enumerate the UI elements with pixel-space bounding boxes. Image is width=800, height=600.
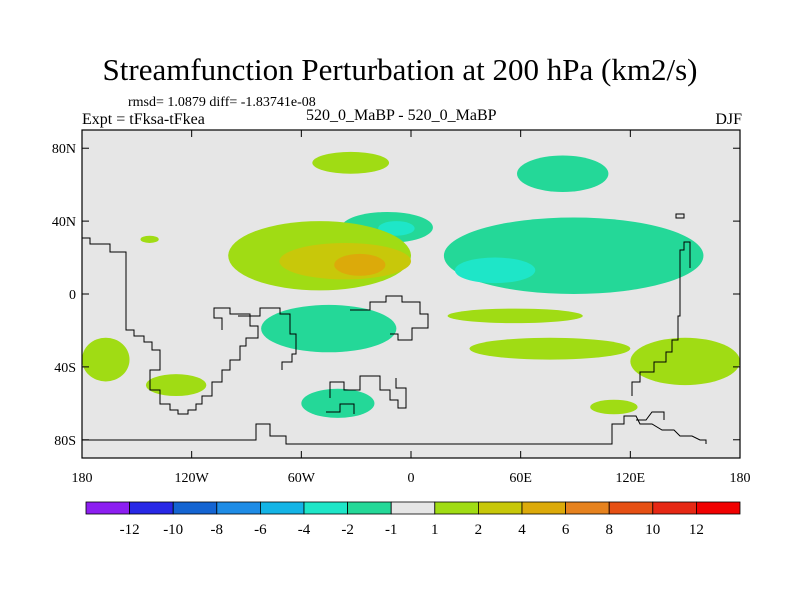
- contour-region: [447, 308, 583, 324]
- contour-region: [454, 257, 536, 284]
- colorbar-swatch: [565, 501, 610, 515]
- colorbar-swatch: [608, 501, 654, 515]
- colorbar-label: 1: [431, 522, 439, 538]
- y-tick-label: 40N: [52, 215, 76, 230]
- colorbar-swatch: [521, 501, 566, 515]
- contour-region: [630, 337, 740, 386]
- coastline-south-asia: [329, 375, 407, 409]
- colorbar-label: 6: [562, 522, 570, 538]
- coastline-outline: [82, 213, 707, 445]
- contour-region: [140, 235, 159, 243]
- x-tick-label: 120E: [616, 471, 646, 486]
- coastline-island: [675, 213, 685, 219]
- colorbar-swatch: [434, 501, 479, 515]
- coastline-antarctica: [82, 415, 707, 445]
- coastline-oceania: [636, 411, 665, 421]
- y-axis: 80N 40N 0 40S 80S: [52, 142, 740, 449]
- coastline-asia-east: [631, 241, 691, 396]
- contour-region: [334, 253, 386, 276]
- colorbar-swatch: [303, 501, 348, 515]
- contour-region: [443, 217, 704, 294]
- coastline-maritime: [326, 403, 355, 414]
- contour-regions: [82, 151, 740, 418]
- coastline-americas: [82, 237, 259, 415]
- colorbar-label: -4: [298, 522, 311, 538]
- contour-region: [261, 304, 397, 353]
- colorbar-swatch: [652, 501, 697, 515]
- x-axis: 180 120W 60W 0 60E 120E 180: [72, 130, 751, 486]
- colorbar-label: -6: [254, 522, 267, 538]
- colorbar-swatch: [347, 501, 392, 515]
- colorbar-swatch: [216, 501, 261, 515]
- y-tick-label: 40S: [54, 361, 76, 376]
- colorbar-label: -1: [385, 522, 398, 538]
- x-tick-label: 180: [730, 471, 751, 486]
- colorbar-label: 4: [518, 522, 526, 538]
- experiment-label: Expt = tFksa-tFkea: [82, 111, 205, 128]
- coastline-africa: [238, 307, 297, 370]
- y-tick-label: 80S: [54, 434, 76, 449]
- y-tick-label: 0: [69, 288, 76, 303]
- colorbar-label: 2: [475, 522, 483, 538]
- contour-region: [301, 388, 375, 418]
- x-tick-label: 60E: [509, 471, 532, 486]
- contour-region: [590, 399, 638, 415]
- colorbar: -12 -10 -8 -6 -4 -2 -1 1 2 4 6 8 10 12: [85, 501, 741, 538]
- colorbar-label: -12: [120, 522, 140, 538]
- season-label: DJF: [715, 111, 742, 128]
- colorbar-swatch: [696, 501, 741, 515]
- colorbar-label: 10: [645, 522, 660, 538]
- contour-region: [469, 337, 631, 360]
- x-tick-label: 60W: [288, 471, 316, 486]
- x-tick-label: 180: [72, 471, 93, 486]
- contour-region: [145, 374, 207, 397]
- contour-region: [517, 155, 609, 192]
- contour-region: [378, 221, 415, 236]
- colorbar-swatch: [85, 501, 130, 515]
- x-tick-label: 120W: [175, 471, 210, 486]
- y-tick-label: 80N: [52, 142, 76, 157]
- colorbar-swatch: [172, 501, 218, 515]
- colorbar-swatch: [477, 501, 523, 515]
- colorbar-swatch: [390, 501, 436, 515]
- map-background: [82, 130, 740, 458]
- contour-region: [82, 337, 130, 382]
- colorbar-label: -8: [211, 522, 224, 538]
- coastline-europe: [350, 295, 429, 341]
- contour-region: [312, 151, 390, 174]
- colorbar-label: -10: [163, 522, 183, 538]
- colorbar-label: -2: [341, 522, 354, 538]
- case-label: 520_0_MaBP - 520_0_MaBP: [306, 107, 497, 124]
- colorbar-label: 8: [605, 522, 613, 538]
- colorbar-swatch: [259, 501, 305, 515]
- x-tick-label: 0: [408, 471, 415, 486]
- stats-text: rmsd= 1.0879 diff= -1.83741e-08: [128, 95, 316, 110]
- colorbar-swatch: [129, 501, 174, 515]
- chart-title: Streamfunction Perturbation at 200 hPa (…: [102, 52, 698, 87]
- colorbar-label: 12: [689, 522, 704, 538]
